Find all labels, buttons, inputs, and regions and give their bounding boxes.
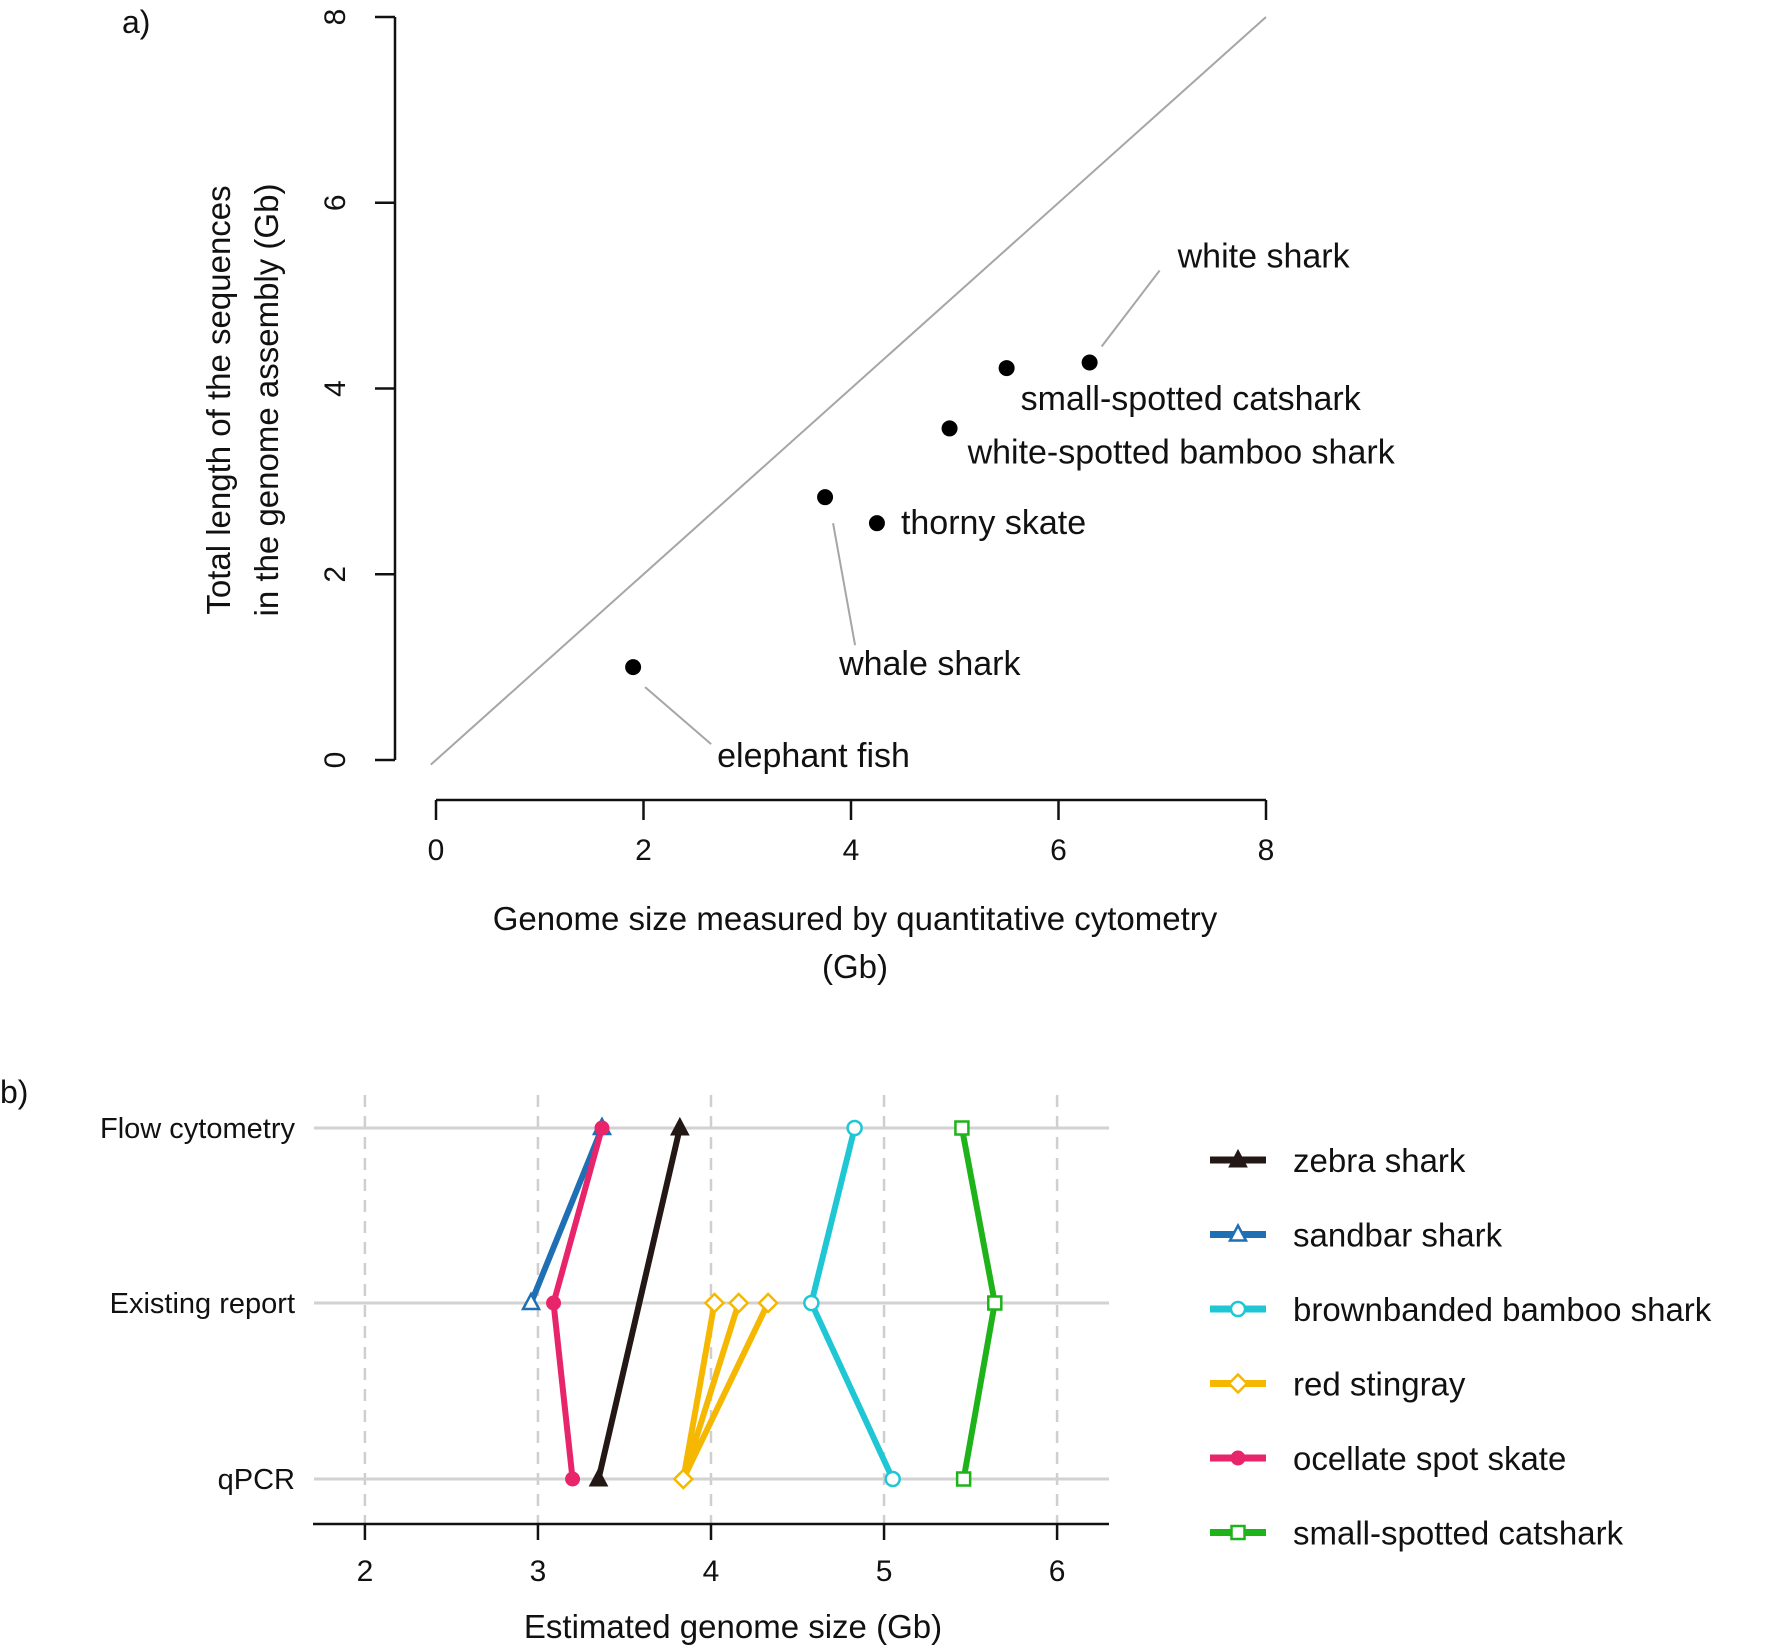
panel-b-x-axis-title: Estimated genome size (Gb)	[524, 1608, 942, 1645]
panel-b-legend-marker-sandbar-shark	[1227, 1222, 1249, 1242]
panel-a-point-white-spotted-bamboo-shark	[941, 420, 958, 437]
panel-b-series-small-spotted-catshark	[954, 1120, 1003, 1487]
panel-b-x-tick-label: 4	[703, 1555, 720, 1588]
panel-b-point-brownbanded-bamboo-shark	[846, 1119, 863, 1137]
panel-b-category-label: Flow cytometry	[100, 1113, 295, 1145]
panel-b-point-ocellate-spot-skate	[546, 1295, 562, 1311]
panel-b-point-small-spotted-catshark	[954, 1120, 970, 1136]
panel-a-y-axis-title-line1: Total length of the sequences	[200, 185, 237, 614]
panel-b-point-sandbar-shark	[520, 1291, 542, 1311]
panel-a-x-tick-label: 0	[428, 834, 445, 867]
panel-a-label-whale-shark: whale shark	[838, 645, 1021, 683]
panel-a-point-thorny-skate	[868, 515, 885, 532]
panel-b-marks	[520, 1116, 1003, 1490]
panel-a-point-whale-shark	[817, 489, 834, 506]
panel-b-point-brownbanded-bamboo-shark	[884, 1470, 901, 1488]
panel-a-x-axis-title-line2: (Gb)	[822, 948, 888, 985]
panel-a-y-tick-label: 4	[319, 380, 352, 397]
panel-a-label-white-shark: white shark	[1177, 237, 1351, 275]
panel-b-series-red-stingray	[672, 1292, 779, 1490]
panel-b-grid	[314, 1095, 1109, 1524]
panel-a-point-elephant-fish	[625, 659, 642, 676]
panel-a-point-small-spotted-catshark	[998, 360, 1015, 377]
panel-b-x-tick-label: 3	[530, 1555, 547, 1588]
panel-a-x-axis-title-line1: Genome size measured by quantitative cyt…	[493, 900, 1218, 937]
panel-b-legend-label-small-spotted-catshark: small-spotted catshark	[1293, 1515, 1624, 1552]
panel-b-category-label: Existing report	[110, 1288, 295, 1320]
panel-b-line-red-stingray	[680, 1300, 742, 1482]
panel-b-line-chart: b) Flow cytometry Existing report qPCR 2 3 4 5…	[0, 1074, 1712, 1645]
panel-a-x-tick-label: 6	[1050, 834, 1067, 867]
panel-a-point-white-shark	[1081, 354, 1098, 371]
panel-b-x-tick-label: 6	[1049, 1555, 1066, 1588]
panel-a-scatter: a) 0 2 4 6 8 0 2 4 6 8 elephant fish whale shark th…	[122, 4, 1396, 985]
panel-b-legend-label-zebra-shark: zebra shark	[1293, 1142, 1466, 1179]
panel-a-x-tick-label: 4	[843, 834, 860, 867]
panel-b-x-tick-label: 5	[876, 1555, 893, 1588]
panel-b-legend-marker-red-stingray	[1227, 1372, 1249, 1395]
panel-a-x-tick-label: 2	[635, 834, 652, 867]
panel-b-point-zebra-shark	[588, 1467, 609, 1487]
panel-b-axes: Flow cytometry Existing report qPCR 2 3 4 5 6	[100, 1113, 1109, 1588]
panel-b-legend-marker-small-spotted-catshark	[1230, 1524, 1246, 1541]
panel-b-legend-label-red-stingray: red stingray	[1293, 1366, 1466, 1403]
panel-a-leader-elephant-fish	[644, 686, 712, 745]
panel-a-y-tick-label: 2	[319, 566, 352, 583]
panel-a-label-white-spotted-bamboo-shark: white-spotted bamboo shark	[967, 433, 1396, 471]
panel-b-series-brownbanded-bamboo-shark	[803, 1119, 901, 1488]
panel-a-x-tick-label: 8	[1258, 834, 1275, 867]
panel-a-y-tick-label: 6	[319, 194, 352, 211]
panel-a-y-tick-label: 0	[319, 752, 352, 769]
panel-a-label: a)	[122, 4, 150, 40]
panel-b-series-ocellate-spot-skate	[546, 1120, 610, 1487]
panel-b-line-zebra-shark	[595, 1127, 683, 1480]
panel-b-legend-marker-ocellate-spot-skate	[1230, 1450, 1246, 1466]
panel-b-x-tick-label: 2	[357, 1555, 374, 1588]
panel-b-label: b)	[0, 1074, 28, 1110]
panel-b-point-zebra-shark	[670, 1116, 690, 1136]
panel-b-legend-marker-brownbanded-bamboo-shark	[1229, 1300, 1247, 1318]
panel-b-point-small-spotted-catshark	[987, 1295, 1003, 1311]
panel-b-line-red-stingray	[680, 1300, 718, 1482]
panel-b-point-small-spotted-catshark	[955, 1471, 972, 1487]
panel-b-category-label: qPCR	[218, 1464, 295, 1496]
panel-b-point-red-stingray	[703, 1292, 726, 1314]
panel-a-label-thorny-skate: thorny skate	[901, 504, 1086, 542]
panel-b-series-zebra-shark	[588, 1116, 690, 1487]
panel-b-point-red-stingray	[672, 1468, 695, 1490]
panel-b-point-red-stingray	[727, 1292, 750, 1314]
panel-a-leader-whale-shark	[832, 522, 857, 646]
panel-b-point-ocellate-spot-skate	[565, 1471, 581, 1487]
panel-b-point-ocellate-spot-skate	[594, 1120, 610, 1136]
panel-b-point-brownbanded-bamboo-shark	[803, 1294, 820, 1312]
panel-b-point-red-stingray	[757, 1292, 779, 1314]
panel-b-legend-label-sandbar-shark: sandbar shark	[1293, 1217, 1503, 1254]
panel-a-y-tick-label: 8	[319, 9, 352, 26]
panel-b-legend: zebra shark sandbar shark brownbanded bamb…	[1210, 1142, 1712, 1552]
panel-a-axes: 0 2 4 6 8 0 2 4 6 8	[319, 9, 1274, 867]
panel-a-marks: elephant fish whale shark thorny skate whit…	[430, 16, 1396, 775]
panel-a-leader-white-shark	[1100, 269, 1161, 348]
panel-a-label-elephant-fish: elephant fish	[717, 737, 910, 775]
panel-b-line-sandbar-shark	[528, 1126, 605, 1305]
panel-a-reference-line	[430, 16, 1267, 766]
panel-b-legend-label-ocellate-spot-skate: ocellate spot skate	[1293, 1440, 1566, 1477]
panel-a-y-axis-title-line2: in the genome assembly (Gb)	[248, 184, 285, 617]
panel-b-legend-label-brownbanded-bamboo-shark: brownbanded bamboo shark	[1293, 1291, 1712, 1328]
panel-a-label-small-spotted-catshark: small-spotted catshark	[1021, 380, 1362, 418]
panel-b-line-red-stingray	[680, 1300, 772, 1482]
panel-b-legend-marker-zebra-shark	[1228, 1148, 1248, 1168]
